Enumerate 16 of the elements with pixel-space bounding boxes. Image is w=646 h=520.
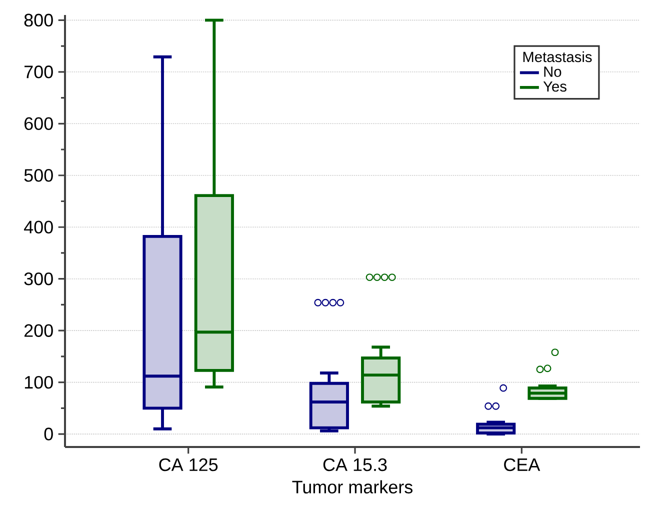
y-tick-label: 700: [24, 66, 53, 78]
y-tick-label: 100: [24, 376, 53, 389]
x-axis-title: Tumor markers: [292, 480, 412, 494]
x-tick-label: CA 125: [159, 458, 218, 472]
legend-label: Yes: [543, 81, 566, 92]
y-tick-label: 400: [24, 220, 53, 234]
y-tick-label: 0: [44, 428, 53, 440]
x-tick-label: CEA: [504, 458, 540, 472]
y-tick-label: 200: [24, 324, 53, 337]
legend-title: Metastasis: [523, 51, 592, 62]
x-tick-label: CA 15.3: [323, 458, 387, 472]
y-tick-label: 500: [24, 169, 53, 182]
y-tick-label: 300: [24, 272, 53, 286]
y-tick-label: 800: [24, 14, 53, 27]
legend-label: No: [544, 66, 562, 77]
y-tick-label: 600: [24, 117, 53, 130]
